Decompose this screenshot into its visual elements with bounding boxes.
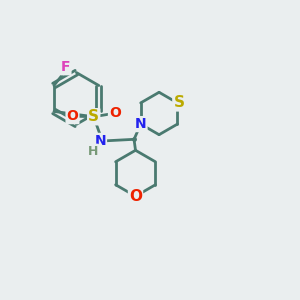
Text: N: N [94, 134, 106, 148]
Text: O: O [129, 189, 142, 204]
Text: N: N [135, 117, 146, 131]
Text: S: S [173, 95, 184, 110]
Text: O: O [67, 109, 78, 123]
Text: F: F [61, 60, 70, 74]
Text: S: S [88, 109, 99, 124]
Text: O: O [109, 106, 121, 120]
Text: H: H [88, 145, 98, 158]
